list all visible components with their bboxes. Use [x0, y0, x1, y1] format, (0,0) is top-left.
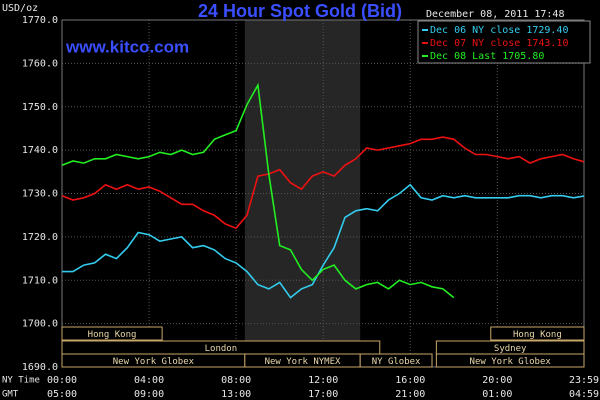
- x-tick-label-gmt: 09:00: [134, 389, 164, 400]
- legend-entry: Dec 08 Last 1705.80: [430, 51, 544, 62]
- session-box: [490, 326, 585, 341]
- legend-box: [417, 20, 591, 64]
- session-label: Hong Kong: [88, 330, 137, 340]
- price-line: [62, 183, 585, 299]
- y-tick-label: 1720.0: [22, 232, 58, 243]
- legend-entry: Dec 07 NY close 1743.10: [430, 38, 568, 49]
- x-tick-label-gmt: 21:00: [395, 389, 425, 400]
- y-tick-label: 1700.0: [22, 319, 58, 330]
- price-line: [61, 136, 585, 230]
- y-tick-label: 1740.0: [22, 145, 58, 156]
- y-tick-label: 1710.0: [22, 275, 58, 286]
- session-box: [61, 326, 163, 341]
- y-axis-label: USD/oz: [2, 3, 38, 14]
- price-line: [61, 82, 455, 299]
- x-tick-label: 00:00: [47, 375, 77, 386]
- session-label: London: [205, 344, 238, 354]
- x-tick-label-gmt: 13:00: [221, 389, 251, 400]
- session-label: Hong Kong: [513, 330, 562, 340]
- session-box: [435, 353, 585, 368]
- session-label: New York Globex: [470, 357, 552, 367]
- x-row-label: NY Time: [2, 376, 40, 386]
- watermark: www.kitco.com: [65, 37, 189, 56]
- chart-title: 24 Hour Spot Gold (Bid): [198, 1, 402, 21]
- y-tick-label: 1760.0: [22, 58, 58, 69]
- x-tick-label: 04:00: [134, 375, 164, 386]
- session-label: New York NYMEX: [265, 357, 341, 367]
- x-tick-label: 23:59: [569, 375, 599, 386]
- y-tick-label: 1730.0: [22, 189, 58, 200]
- session-label: New York Globex: [113, 357, 195, 367]
- y-tick-label: 1770.0: [22, 15, 58, 26]
- x-tick-label-gmt: 05:00: [47, 389, 77, 400]
- legend-timestamp: December 08, 2011 17:48: [426, 9, 564, 20]
- y-tick-label: 1750.0: [22, 102, 58, 113]
- session-label: Sydney: [494, 344, 527, 354]
- x-row-label: GMT: [2, 390, 19, 400]
- x-tick-label: 08:00: [221, 375, 251, 386]
- legend-entry: Dec 06 NY close 1729.40: [430, 25, 568, 36]
- x-tick-label-gmt: 04:59: [569, 389, 599, 400]
- x-tick-label: 12:00: [308, 375, 338, 386]
- x-tick-label: 20:00: [482, 375, 512, 386]
- x-tick-label-gmt: 01:00: [482, 389, 512, 400]
- session-box: [359, 353, 433, 368]
- x-tick-label-gmt: 17:00: [308, 389, 338, 400]
- session-label: NY Globex: [372, 357, 421, 367]
- x-tick-label: 16:00: [395, 375, 425, 386]
- y-tick-label: 1690.0: [22, 362, 58, 373]
